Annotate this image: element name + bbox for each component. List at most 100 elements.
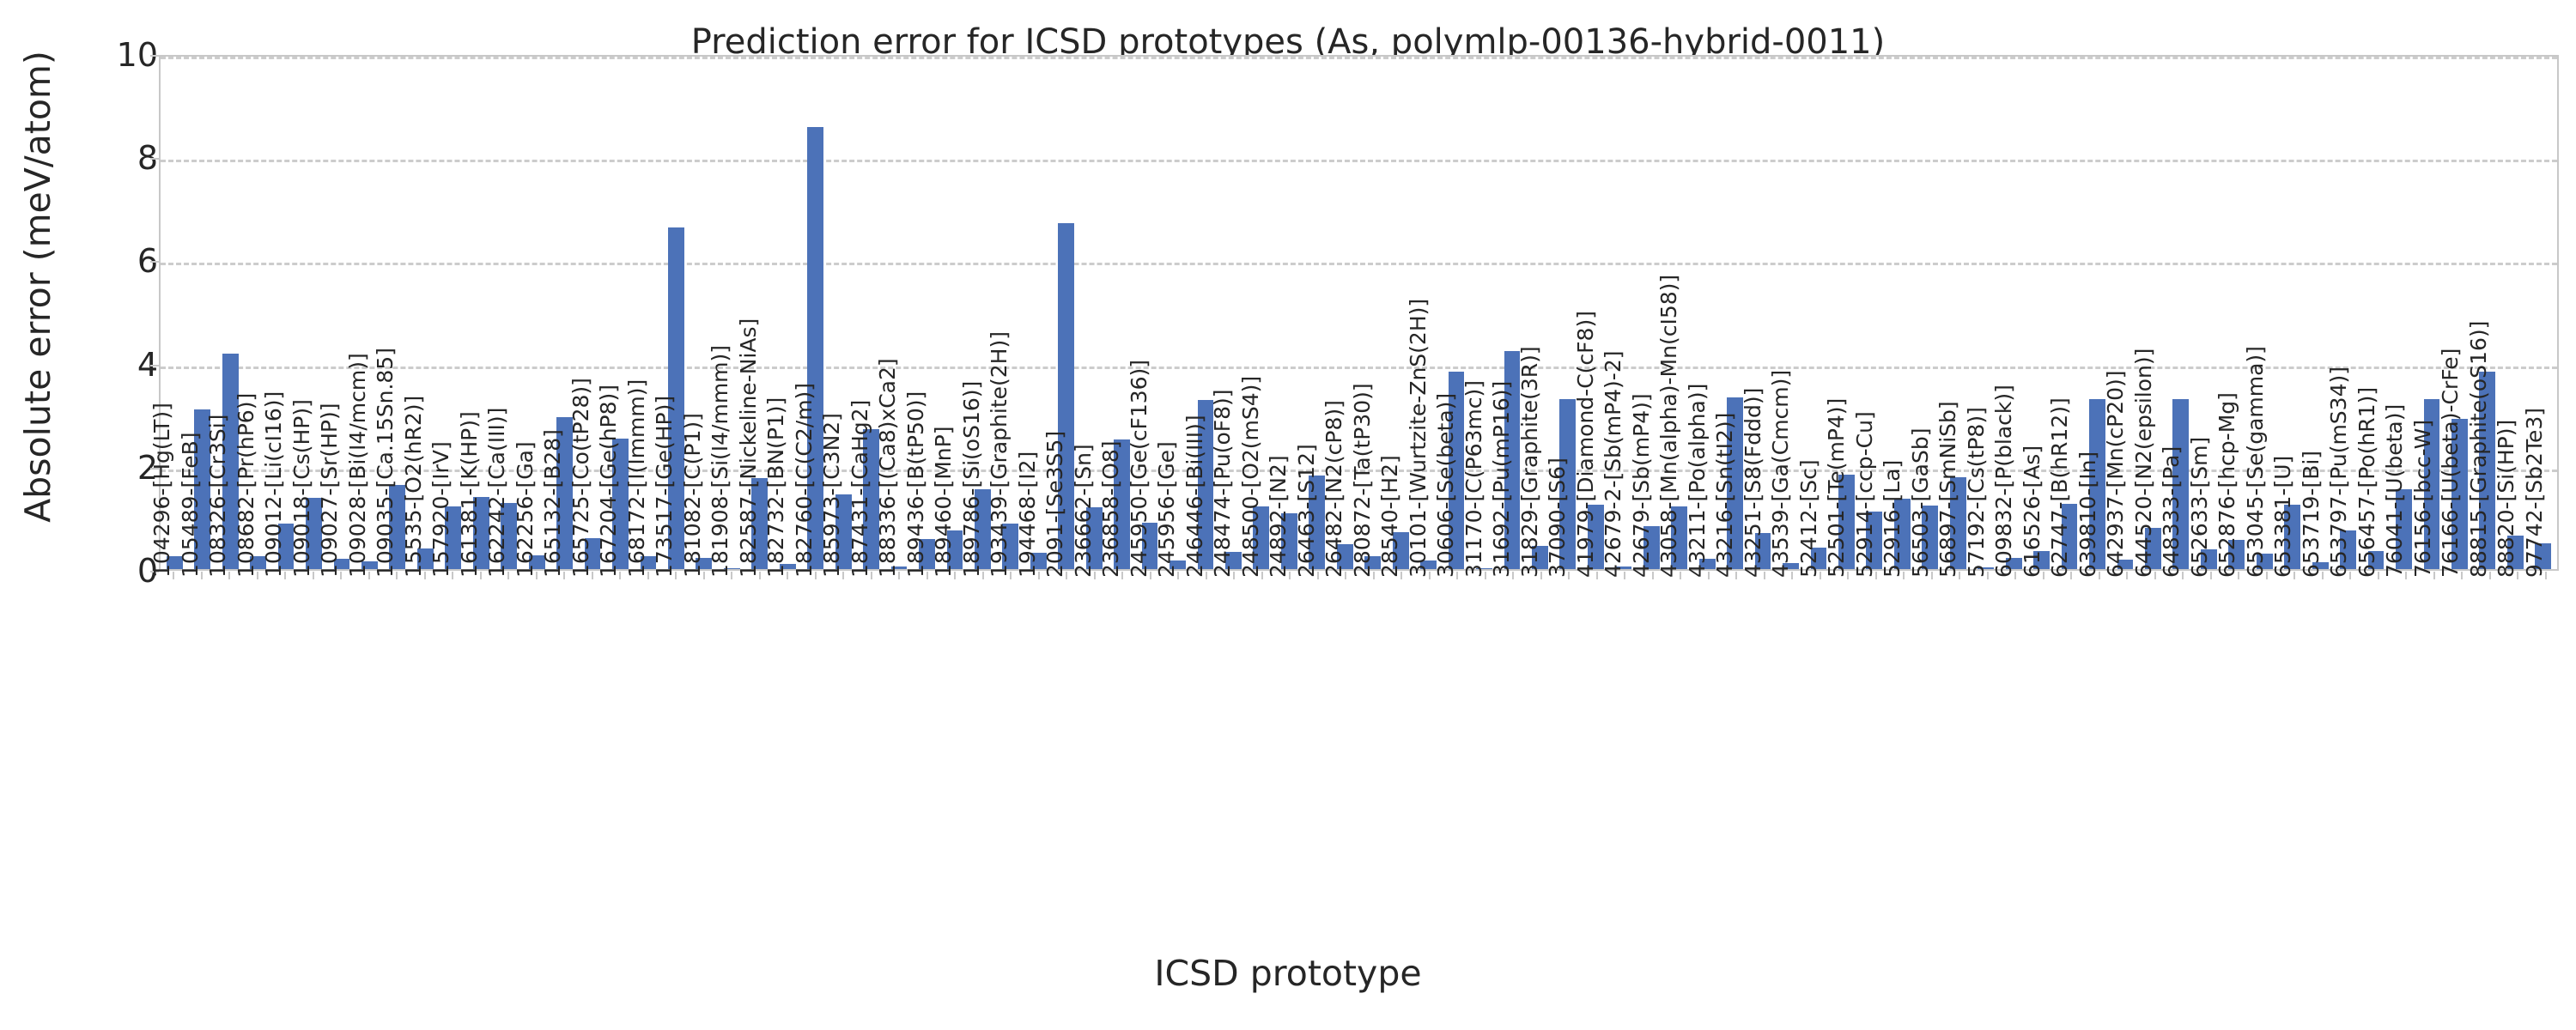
bar[interactable]: [1643, 526, 1660, 569]
bar[interactable]: [1838, 475, 1855, 569]
bar[interactable]: [1922, 506, 1939, 569]
bar[interactable]: [1420, 560, 1437, 569]
x-axis-tick-mark: [1568, 572, 1571, 579]
bar[interactable]: [1866, 511, 1883, 569]
bar[interactable]: [1727, 397, 1743, 569]
x-axis-tick-mark: [1819, 572, 1821, 579]
bar[interactable]: [2312, 562, 2329, 569]
x-tick-slot: 248474-[Pu(oF8)]: [1210, 389, 1248, 942]
bar[interactable]: [2117, 560, 2134, 569]
bar[interactable]: [1671, 506, 1688, 569]
bar[interactable]: [807, 126, 824, 569]
bar[interactable]: [2172, 398, 2190, 569]
x-axis-tick-label: 88815-[Graphite(oS16)]: [2465, 320, 2491, 578]
bar[interactable]: [277, 524, 295, 569]
bar[interactable]: [974, 488, 991, 569]
bar[interactable]: [890, 566, 908, 569]
bar[interactable]: [2506, 535, 2524, 569]
x-tick-slot: 248500-[O2(mS4)]: [1238, 376, 1276, 942]
bar[interactable]: [416, 548, 434, 569]
bar[interactable]: [1559, 398, 1577, 569]
bar[interactable]: [2033, 550, 2050, 569]
bar[interactable]: [2005, 557, 2022, 569]
bar[interactable]: [1085, 506, 1103, 569]
bar[interactable]: [1587, 504, 1604, 569]
x-axis-tick-mark: [2321, 572, 2324, 579]
bar[interactable]: [2089, 398, 2105, 569]
x-tick-slot: 57192-[Cs(tP8)]: [1964, 407, 2002, 942]
bar[interactable]: [1532, 545, 1548, 569]
bar[interactable]: [2200, 549, 2217, 569]
bar[interactable]: [723, 567, 740, 569]
bar[interactable]: [166, 555, 183, 569]
bar[interactable]: [946, 530, 963, 569]
bar[interactable]: [2423, 398, 2440, 569]
bar[interactable]: [445, 506, 462, 569]
bar[interactable]: [2256, 553, 2273, 569]
bar[interactable]: [1810, 547, 1827, 569]
bar[interactable]: [1336, 544, 1353, 569]
bar[interactable]: [1615, 566, 1632, 569]
bar[interactable]: [1114, 439, 1131, 569]
bar[interactable]: [1309, 475, 1326, 569]
bar-slot: [2362, 57, 2390, 569]
x-tick-slot: 162256-[Ga]: [513, 441, 550, 942]
bar[interactable]: [2396, 488, 2412, 569]
bar[interactable]: [306, 498, 322, 569]
bar[interactable]: [250, 555, 266, 569]
bar[interactable]: [333, 558, 350, 569]
bar[interactable]: [1476, 567, 1492, 569]
bar[interactable]: [2284, 504, 2301, 569]
bar[interactable]: [1364, 555, 1382, 569]
bar[interactable]: [612, 438, 629, 569]
bar[interactable]: [1504, 350, 1521, 569]
bar[interactable]: [361, 561, 378, 569]
bar[interactable]: [667, 227, 684, 569]
bar[interactable]: [640, 555, 657, 569]
bar-slot: [328, 57, 355, 569]
bar[interactable]: [1978, 567, 1995, 569]
bar[interactable]: [1002, 524, 1019, 569]
bar[interactable]: [779, 564, 796, 569]
bar[interactable]: [2451, 418, 2468, 569]
x-axis-label: ICSD prototype: [1154, 953, 1422, 994]
bar[interactable]: [863, 428, 879, 569]
bar[interactable]: [2144, 527, 2161, 569]
bar[interactable]: [1949, 477, 1966, 569]
bar[interactable]: [556, 416, 573, 569]
bar[interactable]: [919, 539, 935, 569]
bar[interactable]: [1225, 552, 1242, 569]
bar[interactable]: [1448, 372, 1465, 569]
bar[interactable]: [2367, 550, 2385, 569]
bar[interactable]: [472, 496, 489, 569]
bar[interactable]: [751, 477, 769, 569]
bar[interactable]: [2228, 539, 2245, 569]
bar[interactable]: [194, 409, 211, 569]
bar[interactable]: [584, 537, 601, 569]
bar[interactable]: [1783, 562, 1799, 569]
bar[interactable]: [1170, 560, 1186, 569]
bar[interactable]: [2535, 542, 2552, 569]
bar[interactable]: [835, 494, 852, 569]
x-tick-slot: 56503-[GaSb]: [1908, 428, 1946, 942]
bar[interactable]: [1253, 506, 1270, 569]
bar[interactable]: [389, 485, 406, 569]
bar[interactable]: [1754, 532, 1771, 569]
bar[interactable]: [528, 554, 545, 569]
x-axis-tick-mark: [926, 572, 928, 579]
bar[interactable]: [1893, 498, 1911, 569]
bar[interactable]: [1058, 223, 1075, 569]
bar[interactable]: [1698, 558, 1716, 569]
bar[interactable]: [2340, 530, 2356, 569]
bar[interactable]: [222, 353, 239, 569]
bar[interactable]: [1280, 513, 1297, 569]
bar[interactable]: [696, 557, 713, 569]
bar[interactable]: [501, 503, 518, 569]
bar[interactable]: [2061, 503, 2078, 569]
bar[interactable]: [1030, 552, 1047, 569]
bar[interactable]: [1141, 522, 1158, 569]
bar[interactable]: [1392, 531, 1409, 569]
bar[interactable]: [1197, 399, 1214, 569]
bar[interactable]: [2479, 372, 2496, 569]
x-axis-tick-mark: [479, 572, 482, 579]
